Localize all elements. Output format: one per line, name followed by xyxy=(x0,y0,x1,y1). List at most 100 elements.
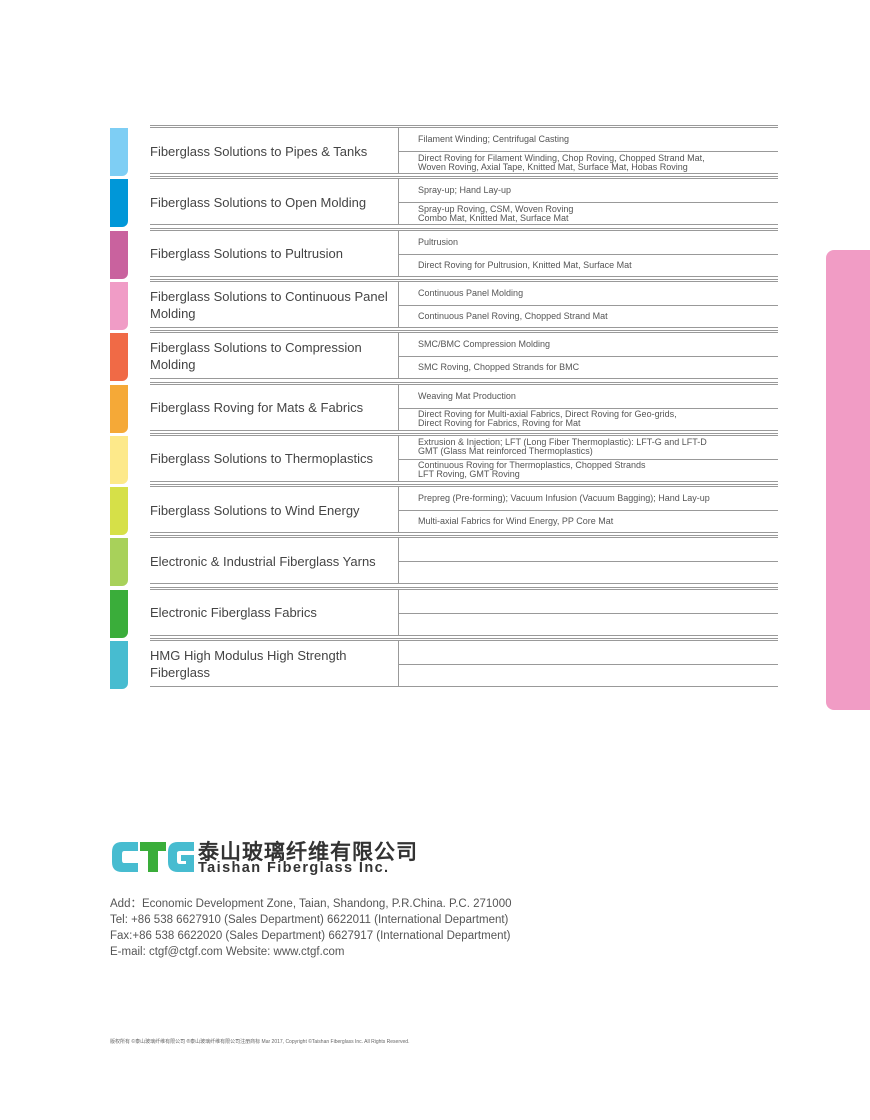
application-label: Electronic & Industrial Fiberglass Yarns xyxy=(150,553,376,569)
application-label: Fiberglass Solutions to Wind Energy xyxy=(150,502,360,518)
row-divider xyxy=(150,381,778,385)
color-tab xyxy=(110,487,128,536)
color-tab xyxy=(110,384,128,433)
application-label: Fiberglass Solutions to Open Molding xyxy=(150,194,367,210)
column-divider xyxy=(398,281,399,328)
row-divider xyxy=(150,330,778,334)
column-divider xyxy=(398,333,399,380)
application-label: Electronic Fiberglass Fabrics xyxy=(150,605,317,621)
company-name-en: Taishan Fiberglass Inc. xyxy=(198,860,390,876)
process-cell: Extrusion & Injection; LFT (Long Fiber T… xyxy=(418,437,707,457)
products-cell: Direct Roving for Filament Winding, Chop… xyxy=(418,152,705,172)
process-cell: Spray-up; Hand Lay-up xyxy=(418,185,512,196)
products-cell: Direct Roving for Multi-axial Fabrics, D… xyxy=(418,409,677,428)
cell-divider xyxy=(398,356,778,358)
row-divider xyxy=(150,532,778,534)
table-row: Fiberglass Solutions to Pipes & Tanks Fi… xyxy=(110,125,778,176)
application-label: Fiberglass Solutions to Continuous Panel… xyxy=(150,288,388,321)
table-row: Fiberglass Solutions to Compression Mold… xyxy=(110,330,778,382)
cell-divider xyxy=(398,304,778,306)
cell-divider xyxy=(398,253,778,255)
products-cell xyxy=(418,561,778,584)
column-divider xyxy=(398,538,399,585)
products-cell: SMC Roving, Chopped Strands for BMC xyxy=(418,362,580,373)
process-cell xyxy=(418,641,778,664)
application-label: HMG High Modulus High Strength Fiberglas… xyxy=(150,648,347,680)
color-tab xyxy=(110,538,128,587)
column-divider xyxy=(398,487,399,534)
column-divider xyxy=(398,128,399,174)
cell-divider xyxy=(398,612,778,614)
color-tab xyxy=(110,179,128,228)
row-divider xyxy=(150,484,778,488)
row-divider xyxy=(150,634,778,636)
cell-divider xyxy=(398,510,778,512)
column-divider xyxy=(398,641,399,687)
application-label: Fiberglass Solutions to Pipes & Tanks xyxy=(150,143,368,159)
column-divider xyxy=(398,589,399,636)
products-cell: Spray-up Roving, CSM, Woven Roving Combo… xyxy=(418,203,574,223)
table-row: Fiberglass Solutions to Pultrusion Pultr… xyxy=(110,227,778,279)
table-row: Fiberglass Roving for Mats & Fabrics Wea… xyxy=(110,381,778,433)
row-divider xyxy=(150,378,778,380)
process-cell: SMC/BMC Compression Molding xyxy=(418,339,551,350)
row-divider xyxy=(150,125,778,128)
cell-divider xyxy=(398,151,778,152)
company-name-cn: 泰山玻璃纤维有限公司 xyxy=(198,841,418,864)
column-divider xyxy=(398,435,399,482)
row-divider xyxy=(150,429,778,431)
row-divider xyxy=(150,224,778,226)
process-cell: Continuous Panel Molding xyxy=(418,287,524,298)
ctg-logo xyxy=(112,842,194,872)
process-cell: Pultrusion xyxy=(418,236,459,247)
contact-info: Add：Economic Development Zone, Taian, Sh… xyxy=(110,896,511,960)
color-tab xyxy=(110,333,128,382)
cell-divider xyxy=(398,458,778,460)
telephone: Tel: +86 538 6627910 (Sales Department) … xyxy=(110,914,509,926)
process-cell: Weaving Mat Production xyxy=(418,390,516,401)
application-label: Fiberglass Solutions to Compression Mold… xyxy=(150,340,362,373)
process-cell xyxy=(418,590,778,613)
application-label: Fiberglass Solutions to Thermoplastics xyxy=(150,451,374,467)
row-divider xyxy=(150,432,778,436)
row-divider xyxy=(150,638,778,641)
application-label: Fiberglass Solutions to Pultrusion xyxy=(150,246,343,262)
products-cell: Continuous Panel Roving, Chopped Strand … xyxy=(418,310,608,321)
cell-divider xyxy=(398,664,778,665)
row-divider xyxy=(150,686,778,687)
row-divider xyxy=(150,480,778,482)
column-divider xyxy=(398,179,399,226)
row-divider xyxy=(150,586,778,590)
table-row: Fiberglass Solutions to Thermoplastics E… xyxy=(110,432,778,484)
row-divider xyxy=(150,275,778,277)
table-row: Fiberglass Solutions to Wind Energy Prep… xyxy=(110,484,778,536)
products-cell xyxy=(418,613,778,636)
color-tab xyxy=(110,230,128,279)
table-row: Electronic & Industrial Fiberglass Yarns xyxy=(110,535,778,587)
row-divider xyxy=(150,583,778,585)
table-row: Electronic Fiberglass Fabrics xyxy=(110,586,778,638)
cell-divider xyxy=(398,202,778,204)
color-tab xyxy=(110,128,128,176)
side-tab xyxy=(826,250,870,710)
cell-divider xyxy=(398,407,778,409)
row-divider xyxy=(150,326,778,328)
process-cell xyxy=(418,538,778,561)
copyright-footer: 版权所有 ©泰山玻璃纤维有限公司 ®泰山玻璃纤维有限公司注册商标 Mar 201… xyxy=(110,1039,410,1045)
products-cell: Direct Roving for Pultrusion, Knitted Ma… xyxy=(418,259,632,270)
address: Add：Economic Development Zone, Taian, Sh… xyxy=(110,898,512,910)
process-cell: Filament Winding; Centrifugal Casting xyxy=(418,134,570,144)
row-divider xyxy=(150,278,778,282)
row-divider xyxy=(150,227,778,231)
column-divider xyxy=(398,230,399,277)
row-divider xyxy=(150,176,778,180)
table-row: Fiberglass Solutions to Continuous Panel… xyxy=(110,278,778,330)
row-divider xyxy=(150,173,778,174)
row-divider xyxy=(150,535,778,539)
email-website: E-mail: ctgf@ctgf.com Website: www.ctgf.… xyxy=(110,946,345,958)
products-cell xyxy=(418,664,778,687)
column-divider xyxy=(398,384,399,431)
application-label: Fiberglass Roving for Mats & Fabrics xyxy=(150,400,364,415)
color-tab xyxy=(110,281,128,330)
table-row: HMG High Modulus High Strength Fiberglas… xyxy=(110,638,778,689)
